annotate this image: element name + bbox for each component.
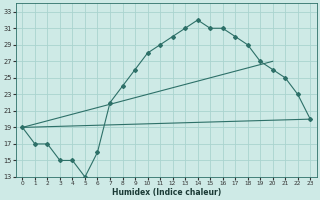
X-axis label: Humidex (Indice chaleur): Humidex (Indice chaleur) [112, 188, 221, 197]
